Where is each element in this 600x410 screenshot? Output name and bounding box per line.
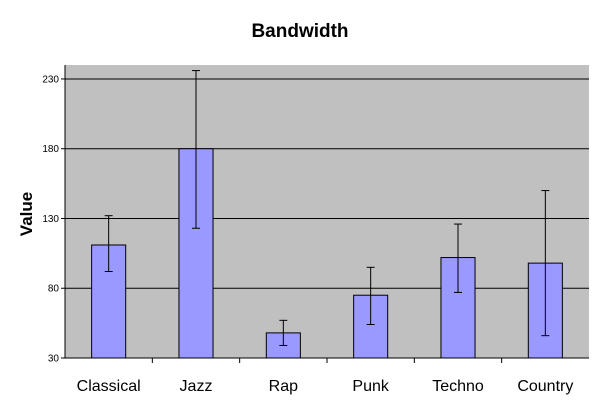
x-tick-label: Classical [77,378,141,395]
error-bar-rap [279,319,288,346]
y-tick-label: 80 [48,284,60,295]
error-bar-techno [454,223,462,293]
gridlines [65,78,589,289]
x-tick-label: Country [517,378,573,395]
y-tick-label: 30 [48,354,60,365]
error-bar-punk [366,266,375,326]
bar-techno [440,257,476,359]
x-tick-label: Rap [269,378,298,395]
x-tick-label: Jazz [180,378,213,395]
x-tick-label: Techno [432,378,484,395]
y-tick-label: 130 [42,214,59,225]
chart-title: Bandwidth [251,21,348,42]
y-tick-label: 180 [42,144,59,155]
x-tick-label: Punk [352,378,389,395]
error-bars [104,70,550,346]
plot-area [65,65,589,358]
error-bar-country [541,190,550,337]
y-tick-label: 230 [42,74,59,85]
x-tick-labels: Classical Jazz Rap Punk Techno Country [77,358,573,395]
error-bar-classical [104,215,113,272]
y-axis-label: Value [17,192,36,236]
error-bar-jazz [192,70,200,229]
y-tick-labels: 30 80 130 180 230 [42,74,65,365]
